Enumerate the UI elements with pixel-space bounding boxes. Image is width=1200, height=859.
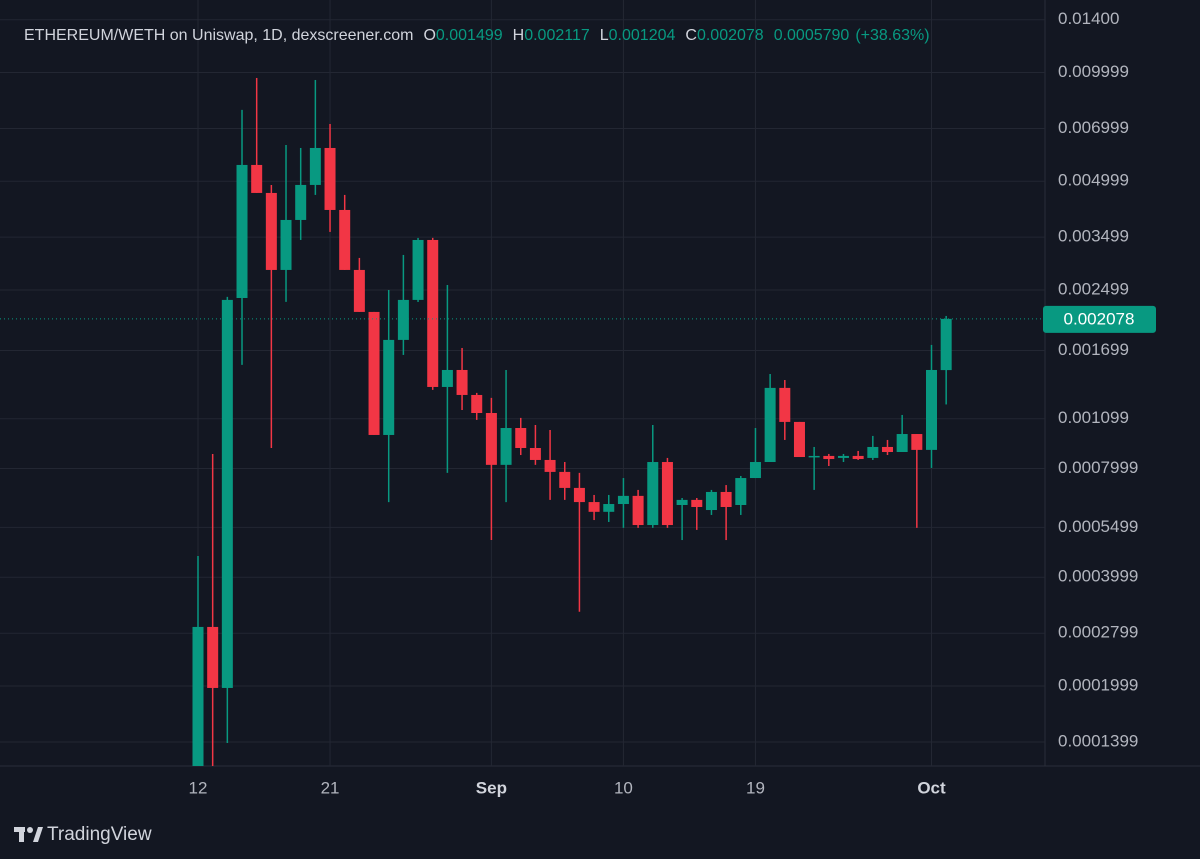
- legend: ETHEREUM/WETH on Uniswap, 1D, dexscreene…: [24, 27, 930, 44]
- legend-text: ETHEREUM/WETH on Uniswap, 1D, dexscreene…: [24, 27, 930, 44]
- candle-body: [881, 446, 893, 452]
- ohlc-label: O: [423, 27, 435, 44]
- candle-body: [309, 147, 321, 185]
- candle-body: [823, 455, 835, 460]
- logo-shape: [19, 827, 24, 842]
- candle-body: [867, 446, 879, 458]
- candle-body: [661, 462, 673, 526]
- candle-body: [705, 491, 717, 511]
- candle-body: [427, 239, 439, 387]
- y-tick-label: 0.0005499: [1058, 517, 1138, 536]
- candle-body: [793, 421, 805, 458]
- candle-body: [500, 428, 512, 465]
- candle-body: [749, 462, 761, 479]
- change: 0.0005790: [774, 27, 850, 44]
- candle-body: [441, 369, 453, 387]
- candle-body: [383, 339, 395, 435]
- candle-body: [837, 455, 849, 458]
- candle-body: [515, 428, 527, 448]
- ohlc-value: 0.002117: [524, 27, 590, 44]
- candle-body: [251, 164, 263, 193]
- x-tick-label: 10: [614, 778, 633, 797]
- candle-body: [397, 299, 409, 340]
- candle-body: [573, 487, 585, 503]
- y-tick-label: 0.004999: [1058, 171, 1129, 190]
- candle-body: [852, 455, 864, 460]
- candle-body: [544, 459, 556, 472]
- symbol: ETHEREUM/WETH on Uniswap, 1D, dexscreene…: [24, 27, 413, 44]
- y-tick-label: 0.006999: [1058, 118, 1129, 137]
- candle-body: [896, 434, 908, 452]
- candle-body: [559, 471, 571, 488]
- y-tick-label: 0.001699: [1058, 340, 1129, 359]
- y-tick-label: 0.0001999: [1058, 675, 1138, 694]
- x-tick-label: 19: [746, 778, 765, 797]
- last-price-label: 0.002078: [1064, 309, 1135, 328]
- candle-body: [647, 462, 659, 526]
- candle-body: [207, 626, 219, 688]
- candle-body: [456, 369, 468, 395]
- candle-body: [588, 502, 600, 512]
- candle-body: [485, 413, 497, 465]
- candle-body: [236, 164, 248, 298]
- ohlc-value: 0.001204: [609, 27, 676, 44]
- candle-body: [779, 387, 791, 422]
- candle-body: [412, 239, 424, 300]
- candle-body: [368, 311, 380, 435]
- y-tick-label: 0.01400: [1058, 9, 1119, 28]
- candle-body: [353, 269, 365, 312]
- axis-labels: 0.01400 0.009999 0.006999 0.004999 0.003499 0…: [189, 9, 1156, 797]
- candle-body: [339, 209, 351, 270]
- y-tick-label: 0.0002799: [1058, 623, 1138, 642]
- x-tick-label: 21: [321, 778, 340, 797]
- logo-shape: [27, 827, 33, 833]
- candle-body: [603, 504, 615, 512]
- candle-body: [617, 495, 629, 505]
- candle-body: [529, 447, 541, 460]
- candle-body: [940, 318, 952, 371]
- ohlc-label: H: [513, 27, 525, 44]
- x-tick-label: 12: [189, 778, 208, 797]
- y-tick-label: 0.0003999: [1058, 567, 1138, 586]
- candle-body: [926, 369, 937, 450]
- candle-body: [911, 434, 923, 450]
- y-tick-label: 0.009999: [1058, 62, 1129, 81]
- ohlc-label: C: [685, 27, 697, 44]
- ohlc-label: L: [600, 27, 609, 44]
- last-price-box: [1043, 305, 1156, 333]
- candle-body: [471, 394, 483, 414]
- candle-body: [221, 299, 233, 688]
- x-tick-label: Oct: [917, 778, 946, 797]
- ohlc-value: 0.001499: [436, 27, 503, 44]
- change-pct: (+38.63%): [855, 27, 929, 44]
- candle-body: [676, 499, 688, 506]
- candle-body: [192, 626, 204, 766]
- y-tick-label: 0.0001399: [1058, 731, 1138, 750]
- y-tick-label: 0.003499: [1058, 227, 1129, 246]
- candle-body: [808, 455, 820, 458]
- candle-body: [632, 495, 644, 526]
- y-tick-label: 0.002499: [1058, 279, 1129, 298]
- candle-body: [735, 478, 747, 506]
- ohlc-value: 0.002078: [697, 27, 764, 44]
- logo-shape: [33, 827, 43, 842]
- logo: TradingView: [14, 824, 152, 845]
- x-tick-label: Sep: [476, 778, 507, 797]
- y-tick-label: 0.001099: [1058, 408, 1129, 427]
- candle-body: [280, 219, 292, 270]
- candles: [0, 77, 1045, 766]
- candle-body: [265, 192, 277, 270]
- brand-name: TradingView: [47, 824, 152, 845]
- candle-body: [764, 387, 776, 463]
- candle-body: [324, 147, 336, 210]
- y-tick-label: 0.0007999: [1058, 458, 1138, 477]
- candle-body: [720, 491, 732, 507]
- candle-body: [691, 499, 703, 507]
- candle-body: [295, 184, 307, 220]
